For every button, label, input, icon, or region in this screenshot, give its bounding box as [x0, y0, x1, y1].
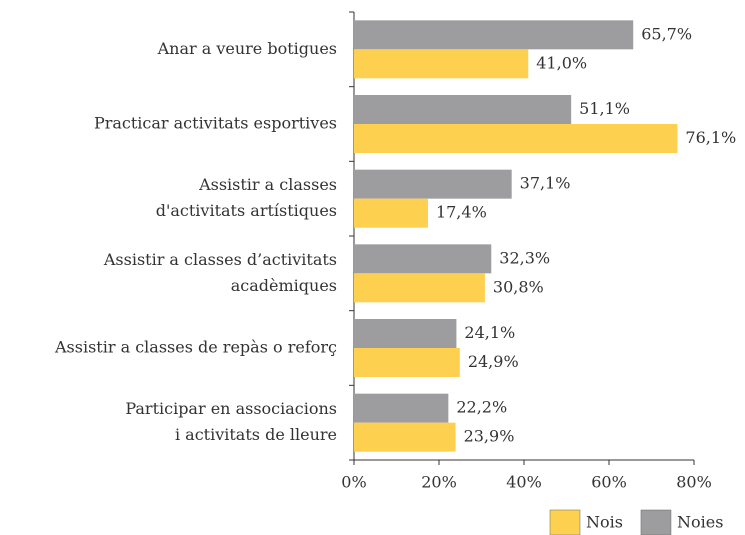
- value-label: 17,4%: [436, 203, 487, 222]
- value-label: 51,1%: [579, 99, 630, 118]
- legend-label: Noies: [677, 513, 723, 532]
- value-label: 30,8%: [493, 277, 544, 296]
- category-label: Participar en associacions: [125, 399, 337, 418]
- bar: [354, 124, 678, 153]
- bar: [354, 95, 572, 124]
- bar: [354, 198, 428, 228]
- bar: [354, 348, 460, 377]
- bar: [354, 422, 456, 452]
- bar: [354, 319, 457, 348]
- category-label: i activitats de lleure: [175, 425, 337, 444]
- x-tick-label: 20%: [421, 473, 457, 492]
- x-tick-label: 60%: [591, 473, 627, 492]
- value-label: 32,3%: [499, 248, 550, 267]
- legend-swatch: [549, 509, 581, 535]
- value-label: 22,2%: [456, 398, 507, 417]
- value-label: 65,7%: [641, 24, 692, 43]
- bar: [354, 49, 529, 79]
- bar: [354, 273, 485, 303]
- bar: [354, 244, 492, 274]
- category-label: Assistir a classes d’activitats: [103, 250, 337, 269]
- category-label: acadèmiques: [231, 276, 337, 295]
- value-label: 41,0%: [536, 53, 587, 72]
- bar: [354, 393, 449, 423]
- x-tick-label: 40%: [506, 473, 542, 492]
- value-label: 37,1%: [520, 174, 571, 193]
- legend-swatch: [640, 509, 672, 535]
- category-label: Assistir a classes de repàs o reforç: [54, 338, 337, 357]
- value-label: 76,1%: [685, 128, 736, 147]
- category-label: Practicar activitats esportives: [94, 114, 337, 133]
- value-label: 24,9%: [468, 352, 519, 371]
- bar: [354, 169, 512, 199]
- x-tick-label: 80%: [676, 473, 712, 492]
- value-label: 23,9%: [464, 427, 515, 446]
- x-tick-label: 0%: [341, 473, 366, 492]
- legend-label: Nois: [586, 513, 623, 532]
- category-label: Assistir a classes: [198, 175, 337, 194]
- value-label: 24,1%: [464, 323, 515, 342]
- category-label: Anar a veure botigues: [157, 39, 337, 58]
- bar: [354, 20, 634, 50]
- category-label: d'activitats artístiques: [156, 201, 337, 220]
